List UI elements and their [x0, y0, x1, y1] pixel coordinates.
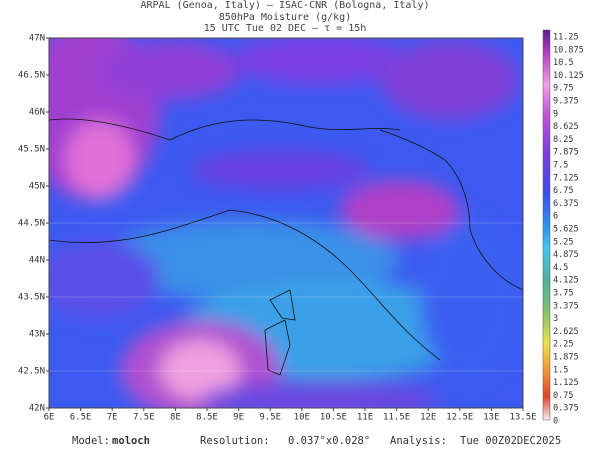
lon-label: 8.5E	[196, 413, 218, 423]
lon-label: 11.5E	[383, 413, 410, 423]
colorbar-label: 7.125	[553, 173, 579, 183]
colorbar-label: 8.625	[553, 122, 579, 132]
colorbar-label: 3	[553, 314, 558, 324]
colorbar-label: 11.25	[553, 33, 579, 43]
lat-label: 45N	[29, 182, 45, 192]
lon-label: 10.5E	[320, 413, 347, 423]
colorbar-label: 4.875	[553, 250, 579, 260]
colorbar-label: 3.75	[553, 289, 573, 299]
lon-label: 7.5E	[133, 413, 155, 423]
colorbar-label: 6	[553, 212, 558, 222]
header-line: 15 UTC Tue 02 DEC – τ = 15h	[204, 23, 367, 34]
footer-value: 0.037°x0.028°	[288, 435, 370, 447]
lat-label: 44N	[29, 256, 45, 266]
lon-label: 11E	[357, 413, 373, 423]
footer-label: Analysis:	[390, 435, 447, 447]
lat-label: 46N	[29, 108, 45, 118]
lat-label: 47N	[29, 34, 45, 44]
colorbar-label: 2.25	[553, 340, 573, 350]
lon-label: 7E	[107, 413, 118, 423]
lon-label: 12.5E	[446, 413, 473, 423]
colorbar-label: 6.75	[553, 186, 573, 196]
colorbar-label: 3.375	[553, 301, 579, 311]
colorbar-label: 6.375	[553, 199, 579, 209]
colorbar-label: 0.75	[553, 391, 573, 401]
colorbar-label: 9	[553, 109, 558, 119]
colorbar-label: 0.375	[553, 404, 579, 414]
lon-label: 9E	[233, 413, 244, 423]
lon-label: 12E	[420, 413, 436, 423]
colorbar-label: 9.375	[553, 97, 579, 107]
colorbar-label: 1.875	[553, 353, 579, 363]
lat-label: 43N	[29, 330, 45, 340]
lat-label: 42.5N	[18, 367, 45, 377]
lon-label: 6E	[44, 413, 55, 423]
lon-label: 9.5E	[259, 413, 281, 423]
lat-label: 46.5N	[18, 71, 45, 81]
header-line: 850hPa Moisture (g/kg)	[219, 12, 351, 23]
lat-label: 45.5N	[18, 145, 45, 155]
colorbar-label: 10.875	[553, 45, 584, 55]
colorbar-label: 7.875	[553, 148, 579, 158]
lat-label: 44.5N	[18, 219, 45, 229]
colorbar-label: 5.625	[553, 225, 579, 235]
colorbar-label: 1.125	[553, 378, 579, 388]
lon-label: 13.5E	[509, 413, 536, 423]
footer-value: Tue 00Z02DEC2025	[460, 435, 561, 447]
colorbar-label: 7.5	[553, 161, 568, 171]
colorbar-label: 2.625	[553, 327, 579, 337]
colorbar-label: 10.5	[553, 58, 573, 68]
colorbar-label: 9.75	[553, 84, 573, 94]
lon-label: 10E	[294, 413, 310, 423]
lat-label: 42N	[29, 404, 45, 414]
lon-label: 6.5E	[70, 413, 92, 423]
colorbar-label: 4.125	[553, 276, 579, 286]
colorbar-label: 5.25	[553, 237, 573, 247]
colorbar-label: 1.5	[553, 365, 568, 375]
colorbar-label: 10.125	[553, 71, 584, 81]
lat-label: 43.5N	[18, 293, 45, 303]
moisture-field	[49, 38, 523, 408]
colorbar-label: 4.5	[553, 263, 568, 273]
colorbar-label: 8.25	[553, 135, 573, 145]
lon-label: 13E	[483, 413, 499, 423]
footer-value: moloch	[112, 435, 150, 447]
footer-label: Resolution:	[200, 435, 270, 447]
footer-label: Model:	[72, 435, 110, 447]
colorbar	[542, 29, 551, 421]
lon-label: 8E	[170, 413, 181, 423]
header-line: ARPAL (Genoa, Italy) – ISAC-CNR (Bologna…	[141, 0, 430, 11]
colorbar-label: 0	[553, 417, 558, 427]
